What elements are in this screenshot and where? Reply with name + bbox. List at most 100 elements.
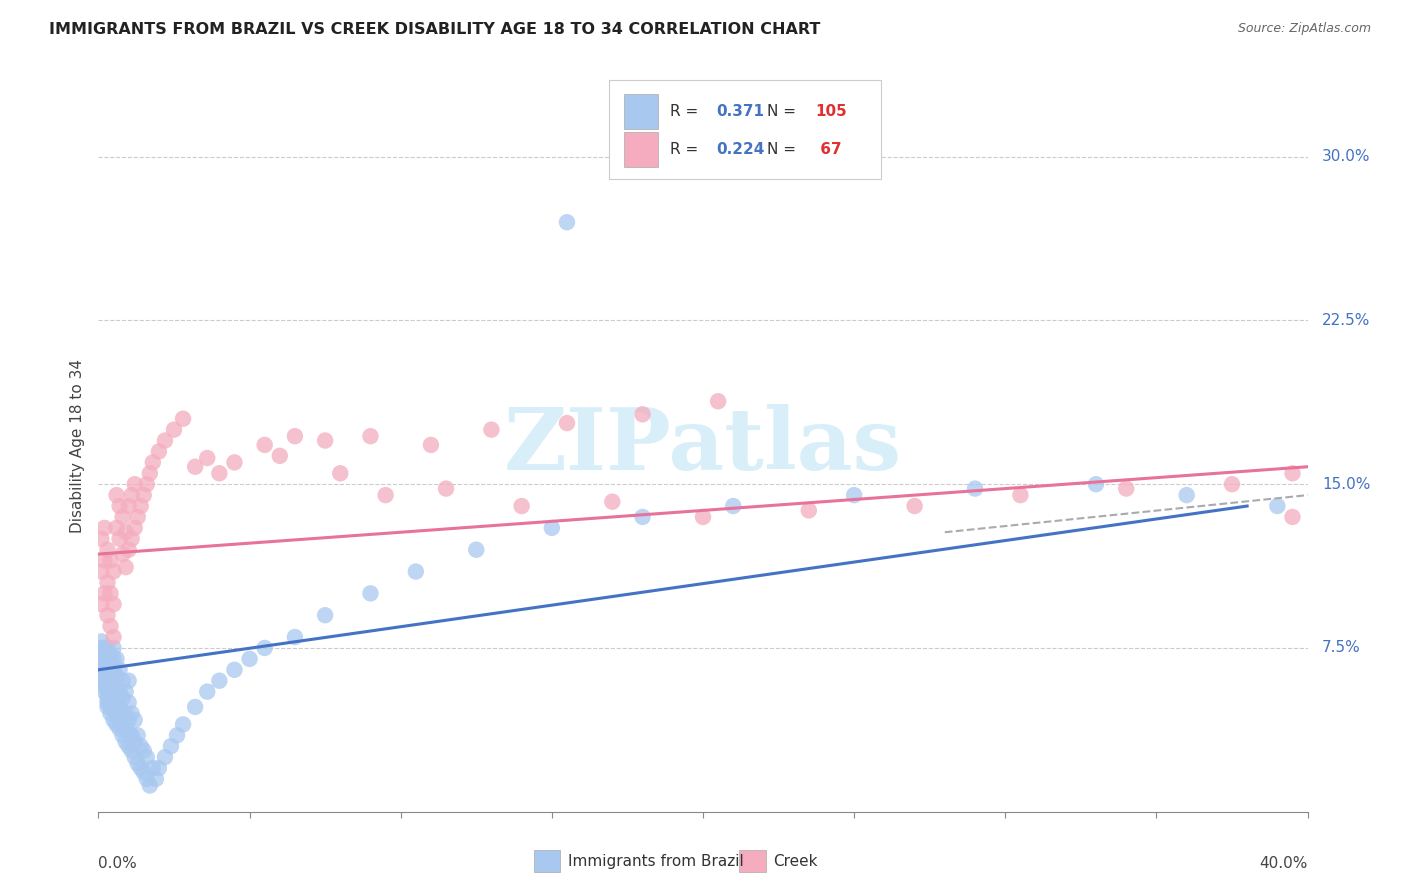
Point [172, 717, 194, 731]
Point [1115, 482, 1137, 496]
Point [103, 630, 125, 644]
Point [103, 565, 125, 579]
Point [100, 657, 122, 671]
Point [208, 673, 231, 688]
Point [100, 619, 122, 633]
Point [224, 663, 246, 677]
Point [90, 532, 112, 546]
Point [129, 761, 152, 775]
Point [540, 521, 562, 535]
Point [105, 696, 128, 710]
Point [124, 750, 146, 764]
Point [90, 648, 112, 662]
Point [100, 696, 122, 710]
Point [100, 684, 122, 698]
Point [434, 482, 457, 496]
Point [108, 663, 131, 677]
Point [108, 532, 131, 546]
Text: ZIPatlas: ZIPatlas [503, 404, 903, 488]
Point [135, 750, 157, 764]
Point [96, 542, 118, 557]
FancyBboxPatch shape [624, 132, 658, 168]
Point [93, 678, 115, 692]
Text: R =: R = [671, 104, 703, 120]
Point [631, 408, 654, 422]
Point [96, 663, 118, 677]
Point [121, 743, 143, 757]
Point [103, 689, 125, 703]
Point [1010, 488, 1032, 502]
FancyBboxPatch shape [609, 80, 880, 179]
Point [100, 673, 122, 688]
Point [96, 684, 118, 698]
Point [96, 652, 118, 666]
Point [127, 728, 149, 742]
Text: 67: 67 [815, 142, 842, 157]
Point [103, 663, 125, 677]
Point [269, 449, 291, 463]
Point [121, 488, 143, 502]
Point [108, 713, 131, 727]
Point [93, 554, 115, 568]
Point [105, 669, 128, 683]
Point [108, 722, 131, 736]
Point [481, 423, 503, 437]
Point [108, 684, 131, 698]
Point [184, 700, 207, 714]
Point [1281, 510, 1303, 524]
Point [118, 673, 141, 688]
Point [90, 597, 112, 611]
Point [121, 728, 143, 742]
FancyBboxPatch shape [624, 95, 658, 129]
Point [103, 597, 125, 611]
Point [253, 438, 276, 452]
Point [90, 673, 112, 688]
Point [90, 652, 112, 666]
Point [163, 423, 186, 437]
Point [139, 467, 162, 481]
Point [148, 444, 170, 458]
Point [114, 735, 136, 749]
Point [93, 657, 115, 671]
Point [631, 510, 654, 524]
Point [135, 772, 157, 786]
Point [111, 691, 134, 706]
Text: 7.5%: 7.5% [1322, 640, 1361, 656]
Point [721, 499, 744, 513]
Point [132, 488, 155, 502]
Text: 30.0%: 30.0% [1322, 149, 1371, 164]
Point [90, 565, 112, 579]
Point [602, 494, 624, 508]
Text: Source: ZipAtlas.com: Source: ZipAtlas.com [1237, 22, 1371, 36]
Point [153, 434, 176, 448]
Point [100, 554, 122, 568]
Point [118, 499, 141, 513]
Point [105, 684, 128, 698]
Point [108, 499, 131, 513]
Point [1085, 477, 1108, 491]
Point [103, 678, 125, 692]
Point [103, 700, 125, 714]
Point [105, 652, 128, 666]
Point [90, 634, 112, 648]
Point [555, 215, 578, 229]
Point [239, 652, 262, 666]
Point [90, 640, 112, 655]
Point [1175, 488, 1198, 502]
Point [132, 743, 155, 757]
Point [555, 416, 578, 430]
FancyBboxPatch shape [740, 850, 766, 872]
Point [114, 560, 136, 574]
Point [114, 525, 136, 540]
Point [1220, 477, 1243, 491]
Point [142, 455, 165, 469]
Point [127, 510, 149, 524]
Text: 22.5%: 22.5% [1322, 313, 1371, 328]
Point [105, 521, 128, 535]
Point [1281, 467, 1303, 481]
Text: 0.0%: 0.0% [98, 855, 138, 871]
Point [166, 728, 188, 742]
Point [124, 521, 146, 535]
Point [510, 499, 533, 513]
Point [93, 648, 115, 662]
